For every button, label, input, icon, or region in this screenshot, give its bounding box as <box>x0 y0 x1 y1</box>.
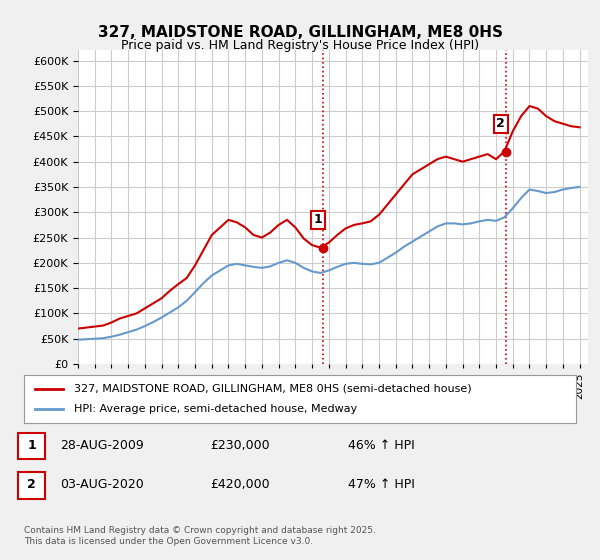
Text: HPI: Average price, semi-detached house, Medway: HPI: Average price, semi-detached house,… <box>74 404 357 414</box>
Text: 1: 1 <box>314 213 322 226</box>
Text: Contains HM Land Registry data © Crown copyright and database right 2025.
This d: Contains HM Land Registry data © Crown c… <box>24 526 376 546</box>
Text: 2: 2 <box>27 478 36 491</box>
Text: 327, MAIDSTONE ROAD, GILLINGHAM, ME8 0HS: 327, MAIDSTONE ROAD, GILLINGHAM, ME8 0HS <box>97 25 503 40</box>
FancyBboxPatch shape <box>18 433 45 459</box>
Text: 03-AUG-2020: 03-AUG-2020 <box>60 478 144 491</box>
Text: 1: 1 <box>27 438 36 452</box>
Text: 47% ↑ HPI: 47% ↑ HPI <box>348 478 415 491</box>
Text: Price paid vs. HM Land Registry's House Price Index (HPI): Price paid vs. HM Land Registry's House … <box>121 39 479 52</box>
Text: 28-AUG-2009: 28-AUG-2009 <box>60 438 144 452</box>
Text: 327, MAIDSTONE ROAD, GILLINGHAM, ME8 0HS (semi-detached house): 327, MAIDSTONE ROAD, GILLINGHAM, ME8 0HS… <box>74 384 472 394</box>
Text: 46% ↑ HPI: 46% ↑ HPI <box>348 438 415 452</box>
Text: 2: 2 <box>496 117 505 130</box>
Text: £420,000: £420,000 <box>210 478 269 491</box>
Text: £230,000: £230,000 <box>210 438 269 452</box>
FancyBboxPatch shape <box>18 472 45 498</box>
